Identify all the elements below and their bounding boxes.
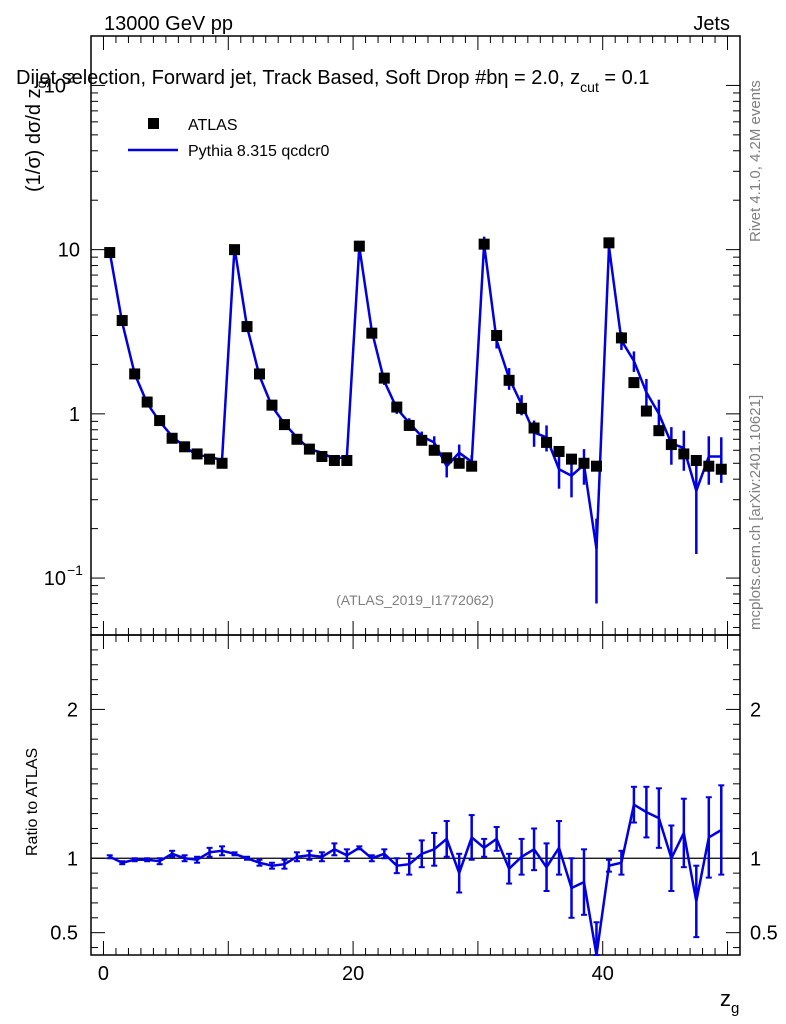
atlas-data-point <box>541 436 553 448</box>
ratio-panel-frame <box>90 634 741 956</box>
atlas-data-point <box>690 454 702 466</box>
atlas-data-point <box>715 463 727 475</box>
atlas-data-point <box>166 432 178 444</box>
atlas-data-point <box>291 433 303 445</box>
atlas-data-point <box>640 405 652 417</box>
selection-title: Dijet selection, Forward jet, Track Base… <box>16 67 649 95</box>
atlas-data-point <box>528 422 540 434</box>
atlas-data-point <box>615 332 627 344</box>
atlas-data-point <box>403 419 415 431</box>
atlas-data-point <box>278 419 290 431</box>
atlas-data-point <box>665 439 677 451</box>
header-right-title: Jets <box>693 13 730 35</box>
atlas-data-point <box>266 399 278 411</box>
atlas-data-point <box>603 237 615 249</box>
atlas-data-point <box>328 454 340 466</box>
atlas-data-point <box>303 443 315 455</box>
atlas-data-point <box>154 415 166 427</box>
selection-title-zcut-value: = 0.1 <box>599 67 650 89</box>
y-ratio-tick-label-left: 1 <box>67 848 78 870</box>
legend-mc-label: Pythia 8.315 qcdcr0 <box>188 143 330 160</box>
atlas-data-point <box>653 425 665 437</box>
y-main-tick-label: 10 <box>44 75 66 97</box>
atlas-data-point <box>466 460 478 472</box>
atlas-data-point <box>366 327 378 339</box>
x-tick-label: 40 <box>592 963 614 985</box>
main-plot-layer <box>104 236 727 604</box>
atlas-data-point <box>441 452 453 464</box>
y-ratio-tick-label-left: 0.5 <box>50 923 78 945</box>
atlas-data-point <box>578 457 590 469</box>
atlas-data-point <box>678 448 690 460</box>
selection-title-zcut-sub: cut <box>580 79 599 95</box>
atlas-data-point <box>104 247 116 259</box>
atlas-data-point <box>491 330 503 341</box>
atlas-data-point <box>378 372 390 384</box>
ratio-plot-layer <box>91 784 740 956</box>
legend-data-marker <box>148 118 159 129</box>
atlas-data-point <box>703 460 715 472</box>
y-ratio-tick-label-left: 2 <box>67 699 78 721</box>
atlas-data-point <box>129 368 141 380</box>
atlas-data-point <box>353 240 365 252</box>
atlas-data-point <box>191 448 203 460</box>
analysis-watermark: (ATLAS_2019_I1772062) <box>336 592 494 608</box>
y-axis-label-main: (1/σ) dσ/d zg <box>23 81 49 192</box>
y-axis-label-main-sub: g <box>33 81 49 89</box>
x-tick-label: 0 <box>98 963 109 985</box>
header-left-title: 13000 GeV pp <box>104 13 233 35</box>
atlas-data-point <box>416 434 428 446</box>
atlas-data-point <box>566 453 578 465</box>
y-axis-label-ratio: Ratio to ATLAS <box>24 748 41 856</box>
atlas-data-point <box>179 441 191 453</box>
atlas-data-point <box>241 321 253 333</box>
atlas-data-point <box>503 374 515 386</box>
y-axis-label-main-text: (1/σ) dσ/d z <box>23 88 45 192</box>
y-ratio-tick-label-right: 0.5 <box>750 923 778 945</box>
atlas-data-point <box>478 238 490 250</box>
atlas-data-point <box>516 402 528 414</box>
atlas-data-point <box>553 445 565 457</box>
y-main-tick-exponent: −1 <box>67 562 83 578</box>
legend-data-label: ATLAS <box>188 117 238 134</box>
atlas-data-point <box>590 460 602 472</box>
y-ratio-tick-label-right: 1 <box>750 848 761 870</box>
selection-title-main: Dijet selection, Forward jet, Track Base… <box>16 67 497 89</box>
x-axis-label: zg <box>720 986 739 1017</box>
x-tick-label: 20 <box>342 963 364 985</box>
atlas-data-point <box>204 453 216 465</box>
atlas-data-point <box>453 457 465 469</box>
rivet-label: Rivet 4.1.0, 4.2M events <box>747 80 764 242</box>
y-main-tick-label: 1 <box>69 404 80 426</box>
mcplots-label: mcplots.cern.ch [arXiv:2401.10621] <box>747 395 764 630</box>
atlas-data-point <box>141 396 153 408</box>
axis-ticks <box>91 35 740 955</box>
y-ratio-tick-label-right: 2 <box>750 699 761 721</box>
atlas-data-point <box>391 401 403 413</box>
atlas-data-point <box>428 444 440 456</box>
atlas-data-point <box>253 368 265 380</box>
atlas-data-point <box>341 454 353 466</box>
atlas-data-point <box>229 244 241 256</box>
atlas-data-point <box>316 450 328 462</box>
atlas-data-point <box>216 457 228 469</box>
x-axis-label-text: z <box>720 986 731 1011</box>
mc-series-line <box>108 244 722 550</box>
atlas-data-point <box>116 315 128 327</box>
atlas-data-point <box>628 377 640 389</box>
ratio-series-line <box>109 802 722 956</box>
selection-title-beta: η = 2.0, z <box>497 67 580 89</box>
y-main-tick-label: 10 <box>58 240 80 262</box>
x-axis-label-sub: g <box>731 1000 739 1017</box>
y-main-tick-label: 10 <box>44 568 66 590</box>
y-main-tick-exponent: 2 <box>67 69 75 85</box>
